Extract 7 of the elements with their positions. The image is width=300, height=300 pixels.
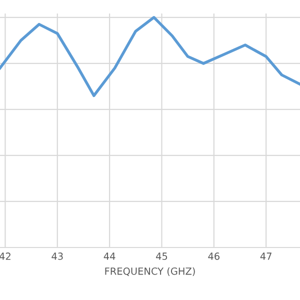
- x-tick-label: 46: [208, 252, 220, 260]
- x-tick-label: 43: [52, 252, 63, 260]
- x-tick-label: 45: [156, 252, 168, 260]
- x-tick-label: 47: [260, 252, 272, 260]
- x-axis-title: FREQUENCY (GHZ): [105, 267, 195, 276]
- x-tick-label: 42: [0, 252, 10, 260]
- x-tick-label: 44: [104, 252, 116, 260]
